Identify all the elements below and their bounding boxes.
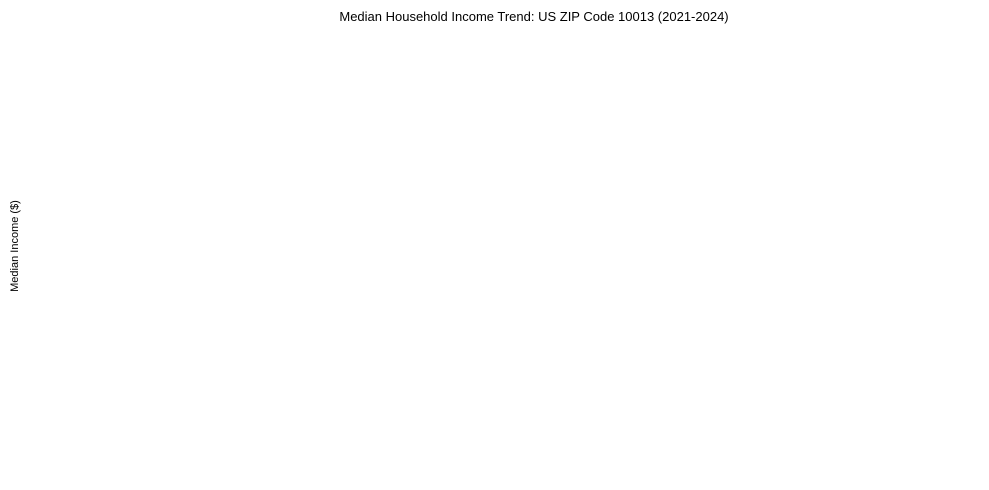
chart-title: Median Household Income Trend: US ZIP Co… <box>339 9 729 24</box>
